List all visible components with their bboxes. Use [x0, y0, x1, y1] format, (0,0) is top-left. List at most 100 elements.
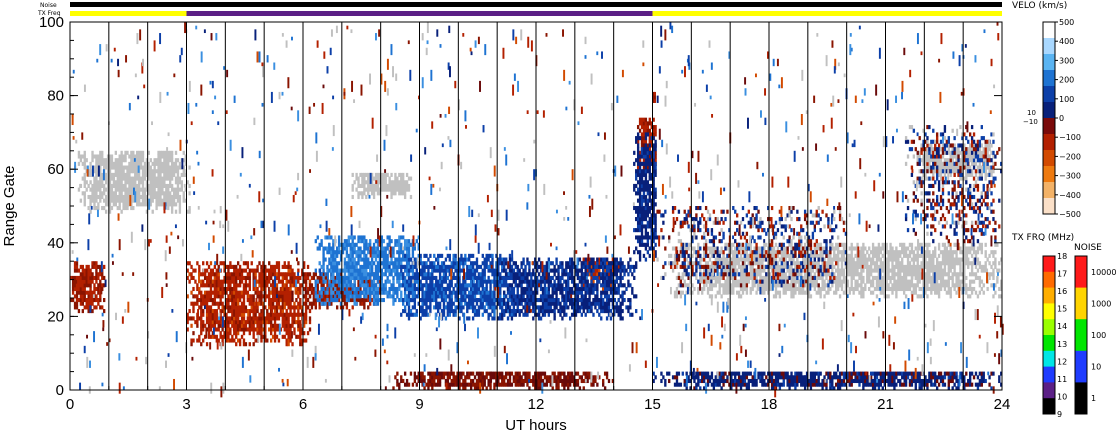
velocity-color-step	[1043, 134, 1055, 151]
velocity-color-step	[1043, 118, 1055, 135]
x-tick-label: 21	[877, 396, 894, 413]
noise-tick-label: 10	[1091, 363, 1101, 372]
txfreq-tick-label: 18	[1057, 252, 1067, 261]
txfreq-color-step	[1043, 319, 1055, 336]
velocity-tick-label: 100	[1059, 95, 1074, 104]
x-tick-label: 9	[415, 396, 423, 413]
txfreq-tick-label: 14	[1057, 322, 1067, 331]
scattered-echoes	[71, 22, 1004, 398]
velocity-color-step	[1043, 54, 1055, 71]
y-tick-label: 100	[39, 14, 64, 31]
noise-colorbar-frame	[1074, 255, 1088, 415]
y-tick-label: 60	[47, 161, 64, 178]
noise-scale-title: NOISE	[1074, 243, 1102, 253]
plot-area	[70, 22, 1004, 398]
y-axis-label: Range Gate	[1, 166, 18, 247]
txfreq-bar-label: TX Freq	[37, 10, 61, 17]
x-tick-label: 18	[761, 396, 778, 413]
txfreq-tick-label: 16	[1057, 287, 1067, 296]
x-tick-label: 3	[182, 396, 190, 413]
txfreq-tick-label: 9	[1057, 410, 1062, 419]
txfreq-tick-label: 17	[1057, 270, 1067, 279]
noise-color-step	[1075, 256, 1087, 289]
velocity-color-step	[1043, 182, 1055, 199]
x-axis-label: UT hours	[505, 417, 566, 434]
scatter-region-ground	[77, 150, 191, 214]
x-tick-label: 12	[528, 396, 545, 413]
x-tick-label: 6	[299, 396, 307, 413]
txfreq-color-step	[1043, 335, 1055, 352]
txfreq-scale-title: TX FRQ (MHz)	[1011, 233, 1074, 243]
txfreq-colorbar-frame	[1042, 255, 1056, 415]
txfreq-color-step	[1043, 256, 1055, 273]
scatter-region-pos	[314, 235, 420, 306]
noise-bar-label: Noise	[40, 2, 57, 9]
noise-bar	[70, 2, 1002, 7]
velocity-tick-label: −500	[1059, 210, 1081, 219]
velocity-color-step	[1043, 38, 1055, 55]
txfreq-color-step	[1043, 350, 1055, 368]
x-axis: 0 3 6 9 12 15 18 21 24	[66, 22, 1011, 413]
txfreq-bar	[70, 11, 1002, 16]
velocity-color-step	[1043, 102, 1055, 119]
velocity-tick-label: −300	[1059, 172, 1081, 181]
hour-grid-lines	[108, 22, 964, 390]
txfreq-color-step	[1043, 271, 1055, 289]
velocity-color-step	[1043, 70, 1055, 87]
txfreq-tick-label: 11	[1057, 375, 1067, 384]
x-tick-label: 15	[644, 396, 661, 413]
noise-color-step	[1075, 319, 1087, 352]
scatter-region-neg	[392, 371, 615, 391]
txfreq-color-step	[1043, 366, 1055, 383]
txfreq-segment	[186, 11, 653, 16]
txfreq-colorbar: 18 17 16 15 14 13 12 11 10 9	[1042, 252, 1067, 419]
velocity-colorbar: 500 400 300 200 100 0 −100 −200 −300 −400 −500 10−1…	[1023, 18, 1081, 219]
y-tick-label: 20	[47, 308, 64, 325]
noise-tick-label: 1000	[1091, 299, 1111, 308]
txfreq-segment	[70, 11, 187, 16]
velocity-tick-label: −200	[1059, 152, 1081, 161]
velocity-tick-label: 300	[1059, 56, 1074, 65]
txfreq-tick-label: 12	[1057, 357, 1067, 366]
y-tick-label: 40	[47, 235, 64, 252]
txfreq-tick-label: 13	[1057, 340, 1067, 349]
noise-colorbar: 10000 1000 100 10 1	[1074, 255, 1116, 415]
txfreq-tick-label: 15	[1057, 305, 1067, 314]
scatter-region-pos	[497, 257, 638, 321]
y-tick-label: 0	[56, 382, 64, 399]
velocity-scale-title: VELO (km/s)	[1012, 1, 1067, 11]
scatter-region-mixed	[904, 125, 1003, 244]
txfreq-tick-label: 10	[1057, 392, 1067, 401]
noise-tick-label: 1	[1091, 394, 1096, 403]
velocity-color-step	[1043, 150, 1055, 167]
txfreq-color-step	[1043, 303, 1055, 320]
velocity-color-step	[1043, 22, 1055, 39]
scatter-region-ground	[351, 172, 413, 200]
noise-color-step	[1075, 382, 1087, 415]
y-tick-label: 80	[47, 88, 64, 105]
velocity-tick-label: −400	[1059, 191, 1081, 200]
txfreq-color-step	[1043, 398, 1055, 415]
txfreq-segment	[652, 11, 1002, 16]
x-tick-label: 24	[994, 396, 1011, 413]
velocity-tick-label: −100	[1059, 133, 1081, 142]
y-axis: 0 20 40 60 80 100	[39, 14, 1002, 399]
scatter-region-pos	[652, 371, 1003, 391]
scatter-region-pos	[633, 132, 657, 262]
velocity-tick-label: 0	[1059, 114, 1064, 123]
velocity-small-tick-label: −10	[1023, 118, 1038, 126]
x-tick-label: 0	[66, 396, 74, 413]
velocity-color-step	[1043, 166, 1055, 183]
scatter-region-mixed	[656, 206, 848, 288]
noise-tick-label: 100	[1091, 331, 1106, 340]
scatter-region-neg	[70, 261, 106, 314]
velocity-tick-label: 500	[1059, 18, 1074, 27]
noise-color-step	[1075, 287, 1087, 320]
noise-tick-label: 10000	[1091, 268, 1116, 277]
txfreq-color-step	[1043, 287, 1055, 304]
velocity-small-tick-label: 10	[1027, 109, 1036, 117]
noise-color-step	[1075, 350, 1087, 383]
velocity-tick-label: 200	[1059, 76, 1074, 85]
velocity-color-step	[1043, 86, 1055, 103]
